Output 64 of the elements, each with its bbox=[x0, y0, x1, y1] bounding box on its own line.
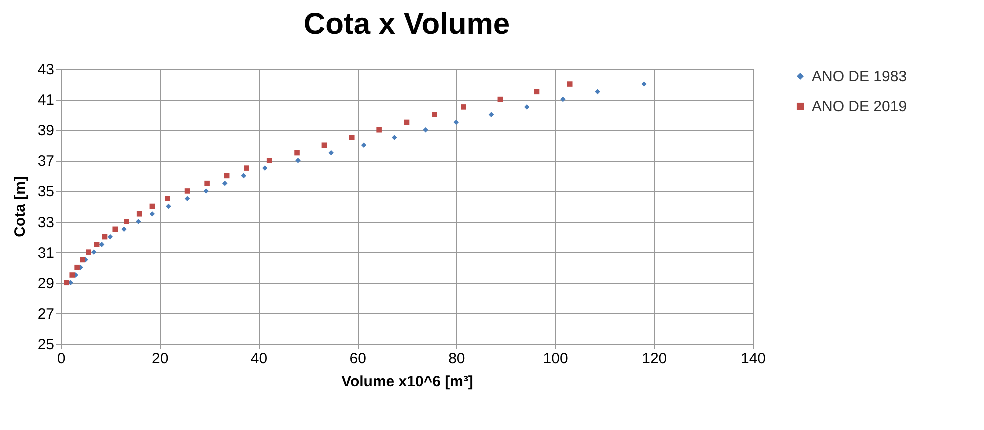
point bbox=[241, 173, 247, 179]
point bbox=[244, 166, 250, 171]
point bbox=[432, 112, 438, 118]
point bbox=[392, 135, 398, 140]
x-tick-label: 40 bbox=[250, 350, 268, 368]
x-tick-label: 80 bbox=[448, 350, 466, 368]
point bbox=[136, 219, 142, 224]
point bbox=[222, 180, 228, 186]
point bbox=[266, 158, 272, 164]
y-tick-label: 35 bbox=[38, 184, 54, 201]
legend-label: ANO DE 1983 bbox=[812, 68, 908, 86]
point bbox=[165, 196, 170, 202]
point bbox=[108, 234, 114, 240]
y-tick-label: 29 bbox=[38, 275, 54, 292]
y-tick-label: 27 bbox=[38, 306, 54, 323]
x-axis-title: Volume x10^6 [m³] bbox=[342, 374, 474, 390]
y-tick-label: 33 bbox=[38, 214, 54, 232]
point bbox=[461, 104, 466, 110]
point bbox=[136, 211, 142, 217]
point bbox=[150, 211, 156, 217]
point bbox=[294, 150, 300, 156]
point bbox=[122, 226, 127, 232]
x-tick-label: 60 bbox=[350, 350, 366, 368]
x-tick-label: 100 bbox=[543, 350, 568, 368]
y-tick-label: 43 bbox=[38, 62, 54, 78]
point bbox=[361, 142, 367, 148]
point bbox=[349, 135, 355, 140]
x-tick-label: 20 bbox=[152, 350, 169, 368]
point bbox=[328, 150, 334, 156]
y-axis-title: Cota [m] bbox=[12, 176, 29, 238]
y-tick-label: 41 bbox=[38, 92, 54, 110]
chart-title: Cota x Volume bbox=[304, 8, 510, 41]
point bbox=[184, 188, 190, 194]
point bbox=[454, 120, 460, 126]
point bbox=[595, 89, 600, 95]
point bbox=[524, 104, 530, 110]
point bbox=[112, 226, 118, 232]
point bbox=[74, 264, 80, 270]
point bbox=[423, 127, 428, 133]
point bbox=[204, 188, 209, 194]
point bbox=[86, 250, 92, 255]
point bbox=[184, 196, 190, 202]
point bbox=[80, 257, 86, 263]
point bbox=[642, 82, 647, 87]
point bbox=[91, 250, 97, 255]
x-tick-label: 140 bbox=[740, 350, 766, 368]
point bbox=[94, 242, 100, 248]
point bbox=[204, 180, 210, 186]
y-tick-label: 25 bbox=[38, 336, 54, 354]
point bbox=[64, 280, 70, 286]
y-tick-label: 37 bbox=[38, 153, 54, 170]
legend-label: ANO DE 2019 bbox=[812, 98, 908, 116]
point bbox=[567, 82, 573, 87]
x-tick-label: 0 bbox=[57, 350, 66, 368]
point bbox=[124, 219, 130, 224]
point bbox=[560, 96, 566, 102]
point bbox=[322, 142, 328, 148]
point bbox=[376, 127, 382, 133]
point bbox=[70, 272, 76, 278]
point bbox=[296, 158, 301, 164]
x-tick-label: 120 bbox=[642, 350, 668, 368]
y-tick-label: 31 bbox=[38, 244, 54, 262]
point bbox=[262, 166, 268, 171]
y-tick-label: 39 bbox=[38, 122, 54, 140]
